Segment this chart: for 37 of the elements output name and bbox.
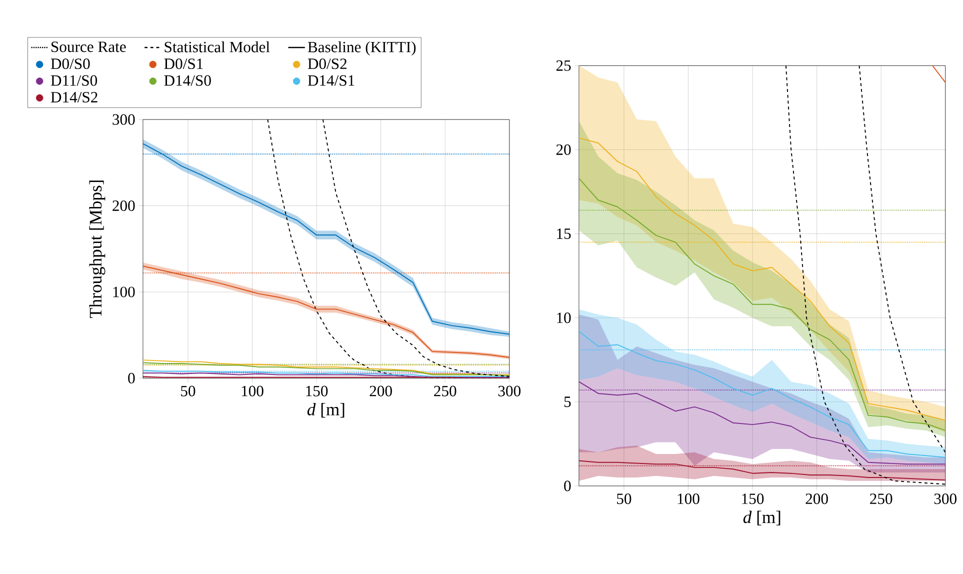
- y-tick-label: 0: [128, 372, 135, 384]
- y-tick-label: 300: [112, 114, 135, 125]
- y-tick-label: 15: [557, 228, 571, 239]
- y-tick-label: 25: [556, 60, 571, 71]
- y-tick-label: 5: [564, 396, 571, 408]
- legend-label: D14/S1: [308, 75, 354, 86]
- y-tick-label: 100: [113, 286, 135, 298]
- x-tick-label: 250: [434, 386, 456, 396]
- x-tick-label: 200: [370, 386, 392, 396]
- legend-label: Baseline (KITTI): [308, 41, 416, 56]
- x-tick-label: 100: [678, 494, 700, 504]
- legend-label: Statistical Model: [164, 41, 270, 52]
- y-axis-title: Throughput [Mbps]: [89, 180, 106, 318]
- x-tick-label: 50: [617, 494, 632, 504]
- y-tick-label: 20: [556, 144, 571, 155]
- legend-label: D14/S2: [50, 92, 98, 102]
- x-axis-title: d [m]: [743, 510, 780, 526]
- x-tick-label: 300: [934, 494, 956, 504]
- legend-label: Source Rate: [52, 42, 126, 52]
- legend-label: D11/S0: [50, 75, 98, 86]
- y-tick-label: 10: [557, 312, 571, 324]
- x-tick-label: 200: [806, 494, 828, 504]
- x-tick-label: 250: [870, 494, 892, 504]
- y-tick-label: 0: [564, 480, 571, 492]
- line-series: [578, 178, 946, 431]
- legend-label: D14/S0: [164, 75, 211, 86]
- y-tick-label: 200: [112, 200, 135, 211]
- x-tick-label: 150: [306, 386, 328, 396]
- x-tick-label: 300: [498, 386, 520, 396]
- x-tick-label: 50: [181, 386, 196, 396]
- legend-label: D0/S0: [50, 58, 90, 70]
- x-tick-label: 100: [242, 386, 264, 396]
- legend-label: D0/S2: [308, 58, 346, 70]
- x-tick-label: 150: [742, 494, 764, 504]
- legend-label: D0/S1: [164, 58, 203, 70]
- x-axis-title: d [m]: [307, 402, 344, 418]
- line-series: [578, 330, 946, 458]
